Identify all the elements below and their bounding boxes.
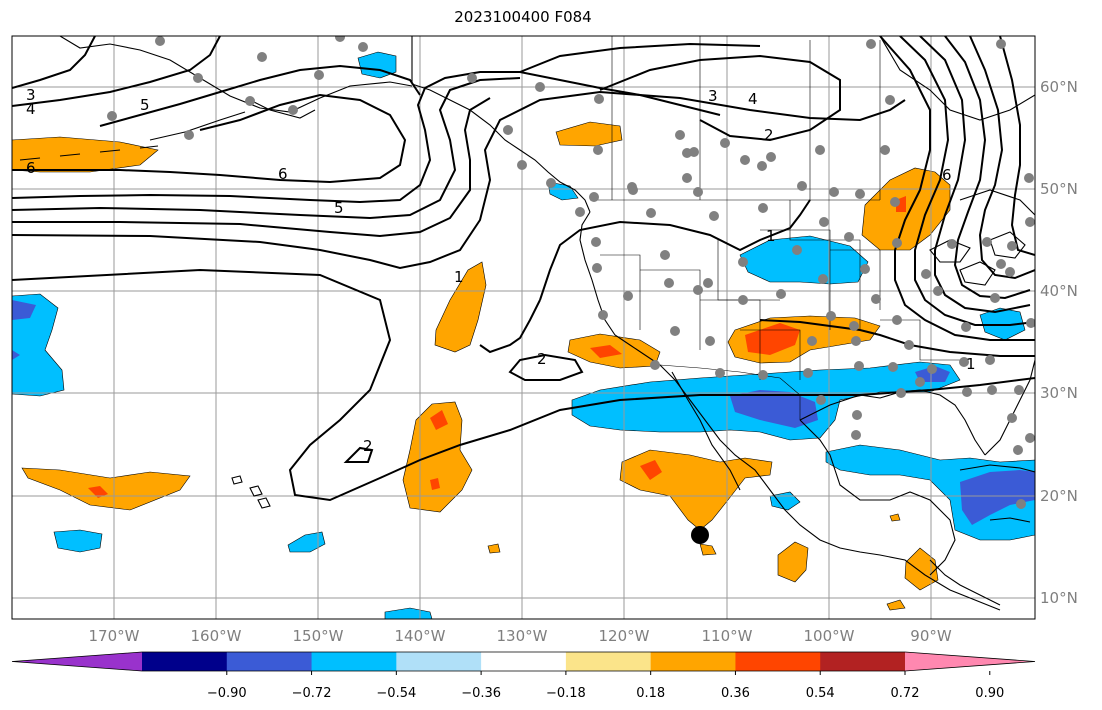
lon-label: 150°W	[293, 627, 344, 645]
longitude-labels: 170°W 160°W 150°W 140°W 130°W 120°W 110°…	[89, 627, 952, 645]
contour-label: 4	[26, 100, 36, 118]
contour-label: 6	[278, 165, 288, 183]
lon-label: 140°W	[395, 627, 446, 645]
lat-label: 40°N	[1040, 282, 1078, 300]
lon-label: 100°W	[804, 627, 855, 645]
contour-label: 6	[26, 159, 36, 177]
contour-label: 1	[966, 355, 976, 373]
lon-label: 160°W	[191, 627, 242, 645]
contour-label: 2	[764, 126, 774, 144]
station-markers	[107, 36, 1035, 509]
colorbar-swatch	[650, 652, 736, 671]
colorbar-outline	[11, 651, 1036, 672]
map-title: 2023100400 F084	[454, 8, 592, 26]
lat-label: 30°N	[1040, 384, 1078, 402]
lon-label: 130°W	[497, 627, 548, 645]
lon-label: 170°W	[89, 627, 140, 645]
colorbar-tick-label: −0.90	[207, 686, 247, 701]
colorbar-tick-label: −0.18	[546, 686, 586, 701]
colorbar-tick-label: 0.90	[975, 686, 1004, 701]
colorbar-tick-label: 0.18	[636, 686, 665, 701]
contour-label: 2	[537, 350, 547, 368]
colorbar-tick-label: −0.36	[461, 686, 501, 701]
contour-label: 3	[708, 87, 718, 105]
lat-label: 50°N	[1040, 180, 1078, 198]
contour-label: 6	[942, 166, 952, 184]
lon-label: 120°W	[599, 627, 650, 645]
colorbar-swatch	[311, 652, 397, 671]
contour-label: 4	[748, 90, 758, 108]
coastlines	[19, 36, 1035, 611]
colorbar-extend-low	[12, 652, 142, 671]
political-borders	[590, 36, 960, 420]
colorbar: −0.90 −0.72 −0.54 −0.36 −0.18 0.18 0.36 0.54 0.7…	[11, 651, 1036, 701]
colorbar-swatch	[565, 652, 652, 671]
contour-labels: 3 4 5 6 6 5 1 2 2 3 4 2 1 1 6	[26, 86, 976, 455]
colorbar-swatch	[820, 652, 906, 671]
lat-label: 10°N	[1040, 589, 1078, 607]
contour-label: 1	[454, 268, 464, 286]
colorbar-swatch	[142, 652, 228, 671]
contour-label: 1	[766, 227, 776, 245]
contour-lines	[12, 36, 1035, 502]
lat-label: 60°N	[1040, 78, 1078, 96]
colorbar-tick-label: −0.54	[376, 686, 416, 701]
lon-label: 90°W	[910, 627, 952, 645]
colorbar-extend-high	[905, 652, 1035, 671]
colorbar-tick-label: 0.72	[891, 686, 920, 701]
colorbar-tick-label: 0.36	[721, 686, 750, 701]
lon-label: 110°W	[702, 627, 753, 645]
map-frame	[11, 35, 1036, 620]
lat-label: 20°N	[1040, 487, 1078, 505]
colorbar-swatch	[735, 652, 821, 671]
contour-label: 5	[140, 96, 150, 114]
colorbar-tick-label: 0.54	[806, 686, 835, 701]
contour-label: 3	[26, 86, 36, 104]
target-location-marker	[691, 526, 709, 544]
colorbar-tick-label: −0.72	[292, 686, 332, 701]
contour-label: 2	[363, 437, 373, 455]
colorbar-swatch	[481, 652, 567, 671]
map-area	[12, 36, 1035, 619]
colorbar-swatch	[226, 652, 313, 671]
colorbar-swatch	[396, 652, 482, 671]
contour-label: 5	[334, 199, 344, 217]
latitude-labels: 60°N 50°N 40°N 30°N 20°N 10°N	[1040, 78, 1078, 607]
